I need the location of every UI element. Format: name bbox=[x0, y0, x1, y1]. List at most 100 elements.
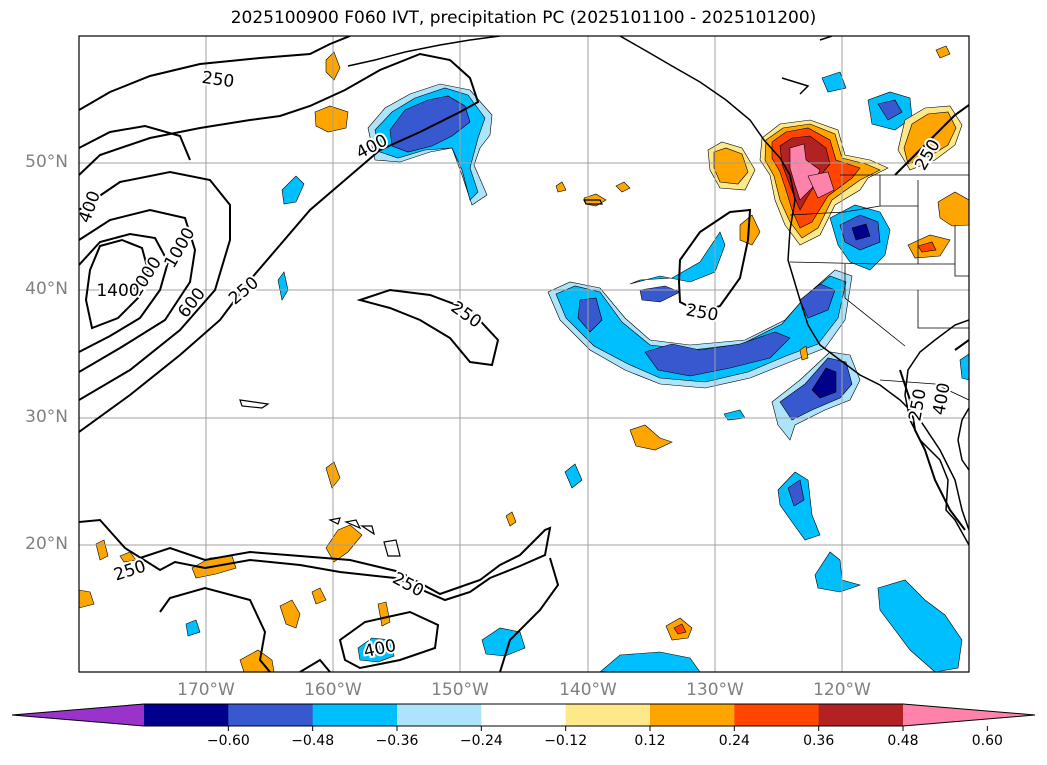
colorbar-swatch bbox=[818, 704, 904, 726]
precip-negative-region bbox=[811, 367, 837, 399]
precip-negative-region bbox=[599, 651, 701, 672]
colorbar-swatch bbox=[650, 704, 735, 726]
colorbar-swatch bbox=[312, 704, 398, 726]
ivt-contour bbox=[299, 658, 331, 672]
precip-negative-region bbox=[277, 271, 289, 301]
colorbar-tick-label: −0.60 bbox=[206, 733, 250, 749]
precip-positive-region bbox=[555, 181, 567, 193]
precip-negative-region bbox=[877, 579, 963, 672]
ivt-contour-label: 250 bbox=[111, 556, 148, 585]
colorbar-tick-label: 0.48 bbox=[887, 733, 919, 749]
ivt-contour-label: 1400 bbox=[96, 281, 139, 301]
precip-positive-region bbox=[615, 181, 631, 193]
ivt-contour-label: 250 bbox=[905, 387, 930, 422]
ivt-contour bbox=[499, 557, 560, 672]
colorbar-tick-label: −0.24 bbox=[459, 733, 503, 749]
lat-label-50n: 50°N bbox=[25, 152, 68, 172]
precip-positive-region bbox=[325, 524, 363, 563]
precip-negative-region bbox=[851, 223, 871, 241]
lat-label-40n: 40°N bbox=[25, 279, 68, 299]
precip-positive-region bbox=[937, 191, 969, 227]
state-borders bbox=[789, 174, 969, 401]
colorbar-swatch bbox=[397, 704, 482, 726]
precip-negative-region bbox=[281, 175, 305, 205]
precip-positive-region bbox=[79, 589, 95, 609]
colorbar-tick-label: −0.12 bbox=[544, 733, 588, 749]
precip-negative-region bbox=[787, 479, 805, 507]
precip-positive-region bbox=[119, 551, 137, 563]
ivt-contours bbox=[79, 36, 969, 672]
ivt-contour bbox=[79, 52, 480, 433]
ivt-contour bbox=[79, 36, 351, 111]
precip-negative-region bbox=[629, 231, 726, 285]
ivt-contour-label: 250 bbox=[389, 569, 427, 602]
ivt-contour bbox=[338, 610, 440, 670]
precip-negative-region bbox=[577, 283, 836, 377]
colorbar-swatch bbox=[565, 704, 651, 726]
precip-negative-region bbox=[564, 463, 583, 489]
colorbar-swatch bbox=[734, 704, 820, 726]
lat-label-30n: 30°N bbox=[25, 407, 68, 427]
precip-negative-region bbox=[877, 99, 903, 121]
colorbar-tick-label: 0.12 bbox=[634, 733, 666, 749]
precip-positive-region bbox=[935, 45, 951, 59]
precip-negative-region bbox=[555, 275, 847, 383]
map-plot-area: 250 400 600 1000 1000 1400 250 250 250 2… bbox=[75, 36, 969, 672]
ivt-contour-label: 400 bbox=[362, 636, 398, 662]
lat-label-20n: 20°N bbox=[25, 534, 68, 554]
precip-positive-region bbox=[673, 623, 687, 635]
precip-negative-region bbox=[389, 95, 471, 153]
ivt-contour bbox=[79, 232, 170, 353]
ivt-contour bbox=[899, 369, 966, 531]
precip-positive-region bbox=[239, 649, 275, 672]
ivt-contour bbox=[954, 339, 969, 351]
colorbar-extend-min bbox=[12, 704, 144, 726]
ivt-contour-label: 250 bbox=[225, 273, 263, 309]
colorbar-tick-label: −0.48 bbox=[291, 733, 335, 749]
ivt-contour bbox=[356, 288, 500, 367]
ivt-contour-label: 400 bbox=[75, 188, 105, 225]
precip-positive-region bbox=[311, 587, 327, 605]
colorbar-outline bbox=[11, 703, 1036, 727]
precip-positive-region bbox=[279, 599, 301, 629]
ivt-contour bbox=[79, 518, 552, 602]
map-frame bbox=[78, 35, 970, 673]
ivt-contour bbox=[159, 586, 271, 672]
colorbar bbox=[11, 703, 1036, 731]
precip-shading bbox=[79, 45, 969, 672]
precip-negative-region bbox=[185, 619, 201, 637]
precip-negative-region bbox=[639, 285, 681, 303]
precip-negative-region bbox=[357, 637, 395, 663]
coastlines bbox=[347, 36, 969, 546]
colorbar-tick-label: 0.36 bbox=[803, 733, 835, 749]
ivt-contour bbox=[677, 208, 752, 314]
lon-label-160w: 160°W bbox=[304, 680, 362, 700]
precip-positive-region bbox=[807, 171, 835, 199]
precip-positive-region bbox=[799, 345, 809, 361]
lon-label-140w: 140°W bbox=[559, 680, 617, 700]
ivt-contour bbox=[79, 170, 231, 401]
ivt-contour-label: 400 bbox=[929, 381, 954, 416]
precip-positive-region bbox=[505, 511, 517, 527]
colorbar-swatch bbox=[481, 704, 567, 726]
ivt-contour bbox=[79, 124, 191, 161]
precip-positive-region bbox=[377, 601, 391, 627]
precip-positive-region bbox=[314, 105, 349, 133]
precip-positive-region bbox=[903, 111, 957, 165]
lon-label-120w: 120°W bbox=[813, 680, 871, 700]
map-title: 2025100900 F060 IVT, precipitation PC (2… bbox=[230, 8, 817, 28]
colorbar-tick-label: 0.24 bbox=[718, 733, 750, 749]
colorbar-swatch bbox=[228, 704, 314, 726]
precip-negative-region bbox=[821, 71, 847, 93]
ivt-contour bbox=[84, 238, 150, 330]
precip-negative-region bbox=[814, 551, 862, 593]
colorbar-swatch bbox=[144, 704, 229, 726]
ivt-contour-label: 250 bbox=[684, 300, 719, 325]
precip-positive-region bbox=[95, 539, 109, 561]
gridlines bbox=[79, 36, 969, 672]
lon-label-130w: 130°W bbox=[686, 680, 744, 700]
lon-label-150w: 150°W bbox=[431, 680, 489, 700]
ivt-contour bbox=[894, 104, 969, 176]
precip-positive-region bbox=[917, 241, 937, 253]
lon-label-170w: 170°W bbox=[177, 680, 235, 700]
